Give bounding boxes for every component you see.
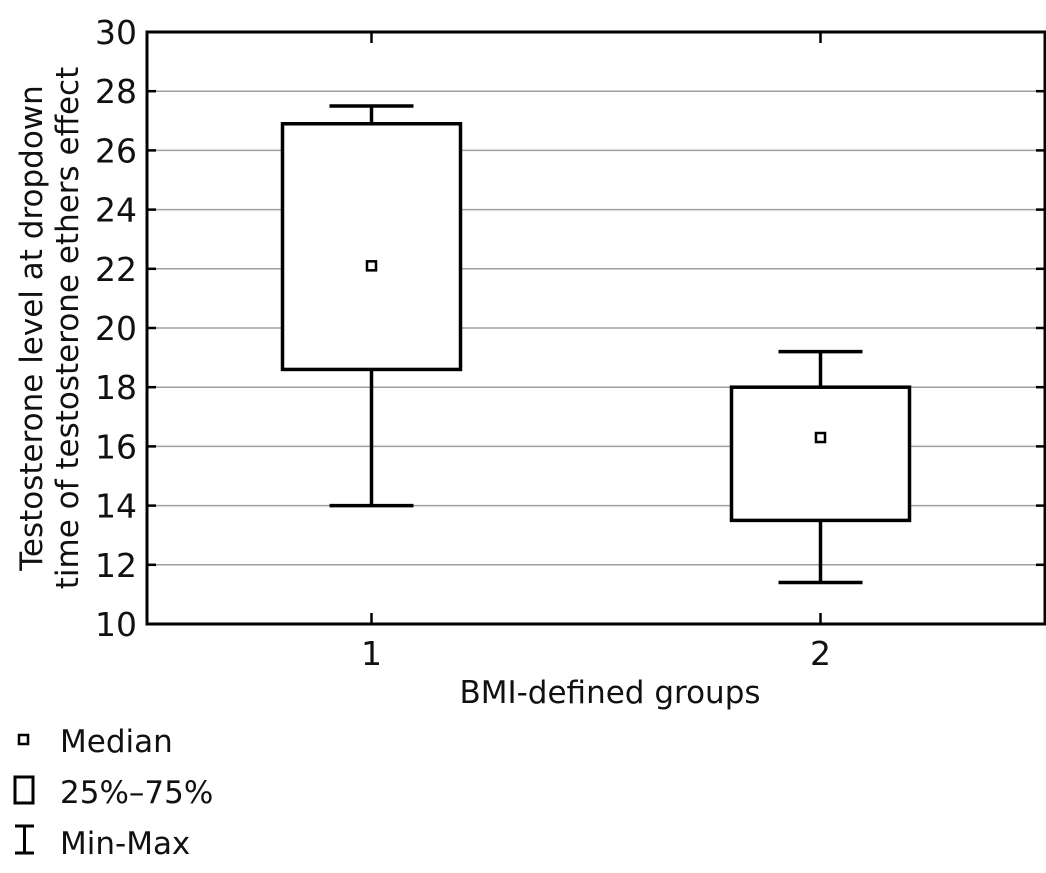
median-marker [365,260,378,272]
y-tick-label: 16 [95,427,137,466]
legend-box-label: 25%–75% [60,775,213,811]
y-tick-label: 12 [95,546,137,585]
legend-median-symbol [17,733,30,746]
x-tick-label: 1 [361,634,382,673]
y-axis-title-line2: time of testosterone ethers effect [50,67,86,590]
y-tick-label: 14 [95,487,137,526]
y-axis-title-line1: Testosterone level at dropdown [14,85,50,572]
y-tick-label: 10 [95,605,137,644]
legend: Median 25%–75% Min-Max [13,724,213,862]
y-tick-label: 28 [95,72,137,111]
box-group-2 [729,349,912,585]
iqr-box [280,122,463,372]
x-tick-label: 2 [810,634,831,673]
y-tick-label: 26 [95,131,137,170]
y-tick-label: 30 [95,13,137,52]
x-axis-title: BMI-defined groups [459,675,760,711]
y-axis-ticks: 10 12 14 16 18 20 22 24 26 28 30 [95,13,1045,644]
y-tick-label: 20 [95,309,137,348]
legend-whisker-label: Min-Max [60,826,190,862]
box-group-1 [280,104,463,508]
y-tick-label: 24 [95,191,137,230]
legend-median-label: Median [60,724,173,760]
y-tick-label: 18 [95,368,137,407]
legend-box-symbol [13,775,35,805]
boxes [280,104,912,585]
iqr-box [729,385,912,523]
legend-whisker-symbol [15,824,34,855]
y-tick-label: 22 [95,250,137,289]
median-marker [814,431,827,444]
